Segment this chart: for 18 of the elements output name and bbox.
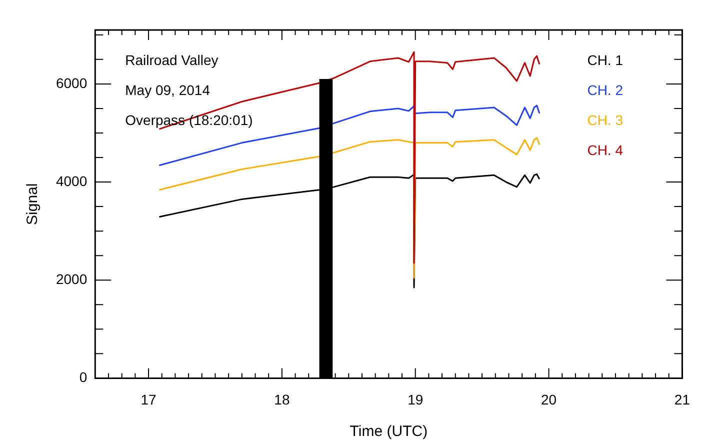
y-tick-label: 6000 xyxy=(56,74,88,91)
text: CH. 3 xyxy=(587,112,624,128)
y-tick-label: 2000 xyxy=(56,270,88,287)
y-axis-title: Signal xyxy=(24,183,42,225)
x-axis-title: Time (UTC) xyxy=(350,423,428,440)
x-tick-label: 17 xyxy=(140,391,157,408)
text: CH. 2 xyxy=(587,82,624,98)
annotation: Overpass (18:20:01) xyxy=(125,112,253,128)
text: CH. 4 xyxy=(587,142,624,158)
text: CH. 1 xyxy=(587,52,624,68)
annotation: Railroad Valley xyxy=(125,52,218,68)
y-tick-label: 4000 xyxy=(56,172,88,189)
annotation: May 09, 2014 xyxy=(125,82,210,98)
x-tick-label: 21 xyxy=(674,391,690,408)
x-tick-label: 18 xyxy=(274,391,290,408)
y-tick-label: 0 xyxy=(79,369,88,386)
x-tick-label: 20 xyxy=(541,391,557,408)
x-tick-label: 19 xyxy=(408,391,424,408)
